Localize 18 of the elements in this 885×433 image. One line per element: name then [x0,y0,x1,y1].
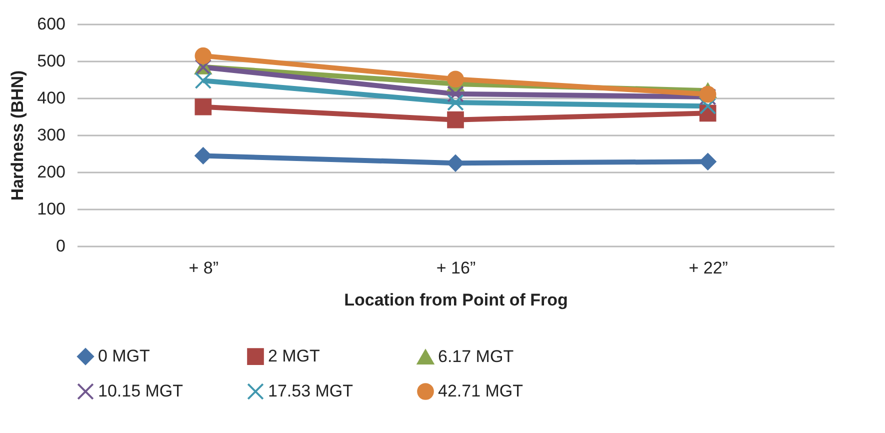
y-tick-label: 300 [37,126,66,144]
legend-label: 17.53 MGT [268,382,354,400]
y-tick-label: 100 [37,200,66,218]
y-tick-label: 400 [37,88,66,108]
legend-label: 2 MGT [268,346,320,366]
x-tick-label: + 22” [688,258,728,278]
x-axis-title: Location from Point of Frog [344,290,568,310]
x-tick-label: + 16” [436,258,476,278]
y-tick-label: 0 [56,236,66,256]
y-tick-label: 200 [37,162,66,182]
y-tick-label: 600 [37,14,66,34]
legend-label: 0 MGT [98,346,150,366]
legend-label: 10.15 MGT [98,382,184,400]
legend-label: 42.71 MGT [438,382,524,400]
y-axis-title: Hardness (BHN) [8,70,28,201]
legend-label: 6.17 MGT [438,347,514,366]
x-tick-label: + 8” [188,258,219,278]
y-tick-label: 500 [37,52,66,70]
